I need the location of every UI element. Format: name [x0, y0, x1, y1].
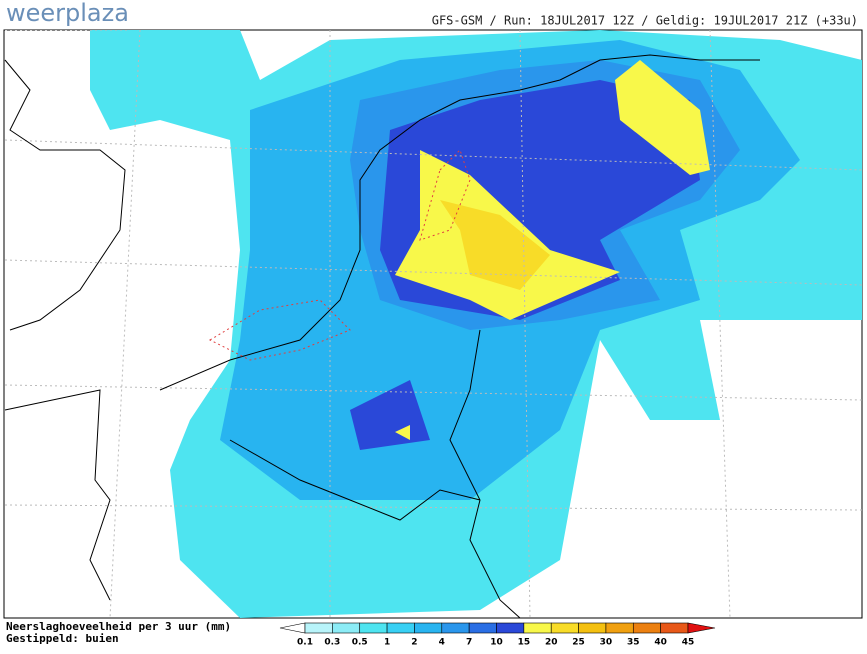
- colorbar-label: 0.1: [297, 638, 313, 648]
- colorbar-label: 7: [466, 638, 472, 648]
- shower-contour: [208, 149, 471, 361]
- colorbar-label: 15: [518, 638, 531, 648]
- legend-subtitle: Gestippeld: buien: [6, 632, 119, 645]
- colorbar-segment: [441, 622, 470, 634]
- colorbar-segment: [414, 622, 443, 634]
- colorbar: 0.1 0.3 0.5 1 2 4 7 10 15 20 25 30 35 40 45: [279, 622, 716, 648]
- colorbar-segment: [605, 622, 634, 634]
- colorbar-label: 2: [411, 638, 417, 648]
- colorbar-label: 25: [572, 638, 585, 648]
- map-area: [3, 29, 863, 619]
- colorbar-segment: [359, 622, 388, 634]
- colorbar-label: 1: [384, 638, 390, 648]
- colorbar-segment: [468, 622, 497, 634]
- colorbar-segment: [386, 622, 415, 634]
- colorbar-segment: [523, 622, 552, 634]
- borders: [4, 54, 760, 618]
- rain-area: [395, 60, 710, 440]
- colorbar-label: 0.5: [352, 638, 368, 648]
- colorbar-cap: [279, 622, 306, 634]
- colorbar-label: 0.3: [324, 638, 340, 648]
- colorbar-label: 40: [654, 638, 667, 648]
- colorbar-segment: [304, 622, 333, 634]
- colorbar-label: 30: [600, 638, 613, 648]
- colorbar-segment: [332, 622, 361, 634]
- rain-area: [440, 200, 550, 290]
- colorbar-label: 20: [545, 638, 558, 648]
- legend-title: Neerslaghoeveelheid per 3 uur (mm): [6, 620, 231, 633]
- colorbar-label: 45: [682, 638, 695, 648]
- colorbar-label: 35: [627, 638, 640, 648]
- colorbar-segment: [660, 622, 689, 634]
- colorbar-cap: [687, 622, 716, 634]
- colorbar-segment: [496, 622, 525, 634]
- logo: weerplaza: [6, 0, 129, 27]
- colorbar-segment: [550, 622, 579, 634]
- colorbar-label: 4: [439, 638, 445, 648]
- colorbar-label: 10: [490, 638, 503, 648]
- colorbar-segment: [578, 622, 607, 634]
- colorbar-segment: [632, 622, 661, 634]
- run-info: GFS-GSM / Run: 18JUL2017 12Z / Geldig: 1…: [432, 14, 858, 28]
